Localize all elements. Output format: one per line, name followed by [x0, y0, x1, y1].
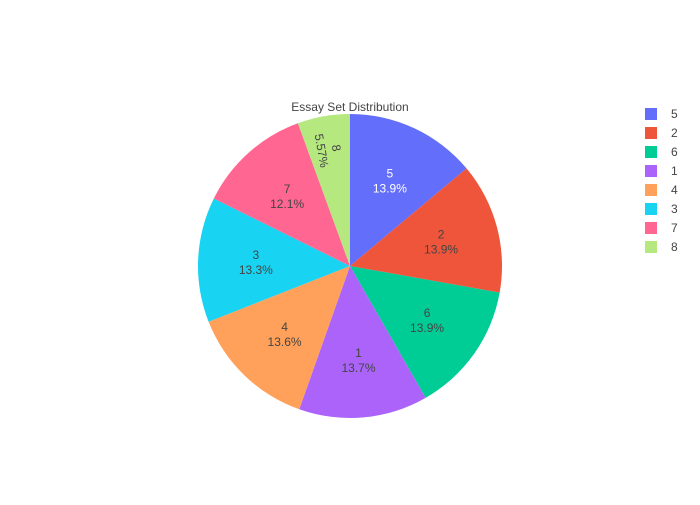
- slice-label-group-3: 313.3%: [239, 248, 273, 277]
- slice-percent-3: 13.3%: [239, 263, 273, 277]
- pie-slice-7: [213, 123, 350, 266]
- slice-percent-8: 5.57%: [312, 133, 332, 169]
- slice-percent-6: 13.9%: [410, 321, 444, 335]
- legend-item-2[interactable]: 2: [645, 126, 678, 140]
- legend-item-8[interactable]: 8: [645, 240, 678, 254]
- slice-label-group-1: 113.7%: [341, 346, 375, 375]
- pie-slice-3: [198, 198, 350, 322]
- legend-item-7[interactable]: 7: [645, 221, 678, 235]
- slice-label-4: 4: [281, 320, 288, 334]
- pie-slice-1: [299, 266, 426, 418]
- slice-label-8: 8: [329, 144, 344, 153]
- slice-label-group-5: 513.9%: [373, 167, 407, 196]
- pie-slice-6: [350, 266, 500, 398]
- slice-percent-4: 13.6%: [268, 335, 302, 349]
- legend-label-2: 2: [671, 126, 678, 140]
- slice-percent-7: 12.1%: [270, 197, 304, 211]
- pie-slice-labels: 513.9%213.9%613.9%113.7%413.6%313.3%712.…: [239, 133, 459, 375]
- pie-slice-2: [350, 168, 502, 293]
- legend-swatch-3: [645, 203, 657, 215]
- pie-slice-8: [297, 114, 350, 266]
- legend-label-5: 5: [671, 107, 678, 121]
- slice-label-6: 6: [424, 306, 431, 320]
- legend-swatch-5: [645, 108, 657, 120]
- slice-label-group-4: 413.6%: [268, 320, 302, 349]
- slice-percent-2: 13.9%: [424, 243, 458, 257]
- slice-label-3: 3: [252, 248, 259, 262]
- legend-item-6[interactable]: 6: [645, 145, 678, 159]
- legend-item-1[interactable]: 1: [645, 164, 678, 178]
- legend-label-3: 3: [671, 202, 678, 216]
- slice-label-7: 7: [284, 182, 291, 196]
- legend-swatch-6: [645, 146, 657, 158]
- legend-label-8: 8: [671, 240, 678, 254]
- legend-swatch-2: [645, 127, 657, 139]
- pie-slice-5: [350, 114, 467, 266]
- legend-label-6: 6: [671, 145, 678, 159]
- legend-label-4: 4: [671, 183, 678, 197]
- slice-label-2: 2: [438, 228, 445, 242]
- chart-title: Essay Set Distribution: [291, 100, 408, 114]
- slice-label-1: 1: [355, 346, 362, 360]
- legend-item-3[interactable]: 3: [645, 202, 678, 216]
- slice-label-group-2: 213.9%: [424, 228, 458, 257]
- slice-percent-5: 13.9%: [373, 182, 407, 196]
- legend-swatch-1: [645, 165, 657, 177]
- slice-label-group-8: 85.57%: [312, 133, 344, 169]
- legend: 5 2 6 1 4 3 7 8: [645, 107, 678, 254]
- slice-label-5: 5: [387, 167, 394, 181]
- legend-item-5[interactable]: 5: [645, 107, 678, 121]
- legend-item-4[interactable]: 4: [645, 183, 678, 197]
- legend-swatch-4: [645, 184, 657, 196]
- slice-label-group-7: 712.1%: [270, 182, 304, 211]
- slice-label-group-6: 613.9%: [410, 306, 444, 335]
- legend-label-1: 1: [671, 164, 678, 178]
- pie-slices: [198, 114, 502, 418]
- legend-swatch-7: [645, 222, 657, 234]
- slice-percent-1: 13.7%: [341, 361, 375, 375]
- legend-label-7: 7: [671, 221, 678, 235]
- legend-swatch-8: [645, 241, 657, 253]
- pie-slice-4: [208, 266, 350, 410]
